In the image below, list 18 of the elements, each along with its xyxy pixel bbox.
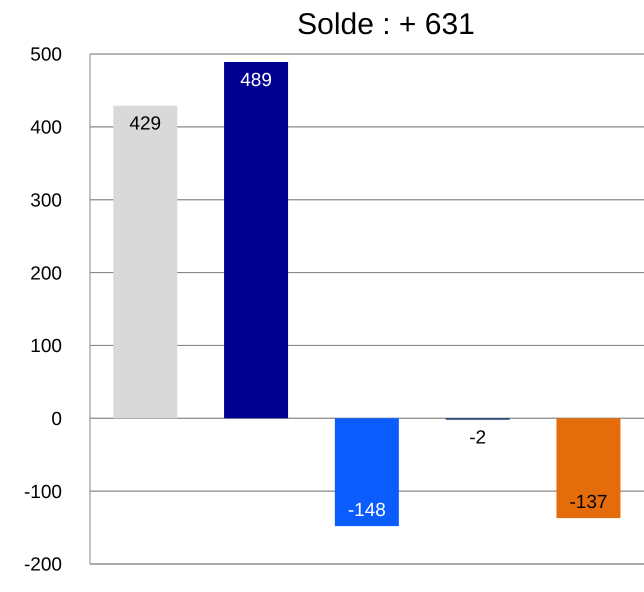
chart-title: Solde : + 631 [296, 8, 476, 42]
y-tick-label: 300 [30, 190, 62, 212]
y-tick-label: 200 [30, 263, 62, 284]
data-label: -148 [348, 500, 386, 522]
data-label: 429 [129, 114, 162, 135]
data-label: -2 [469, 428, 486, 449]
y-tick-label: 100 [30, 336, 62, 358]
bar [334, 418, 399, 526]
y-tick-label: 500 [30, 44, 62, 66]
y-tick-label: 400 [30, 118, 62, 139]
y-tick-label: -200 [24, 554, 62, 576]
bar [224, 62, 288, 418]
y-tick-label: 0 [51, 409, 62, 430]
bar [113, 106, 178, 418]
data-label: 489 [240, 70, 272, 92]
data-label: -137 [569, 492, 608, 514]
bar [556, 418, 620, 518]
y-tick-label: -100 [24, 482, 62, 503]
